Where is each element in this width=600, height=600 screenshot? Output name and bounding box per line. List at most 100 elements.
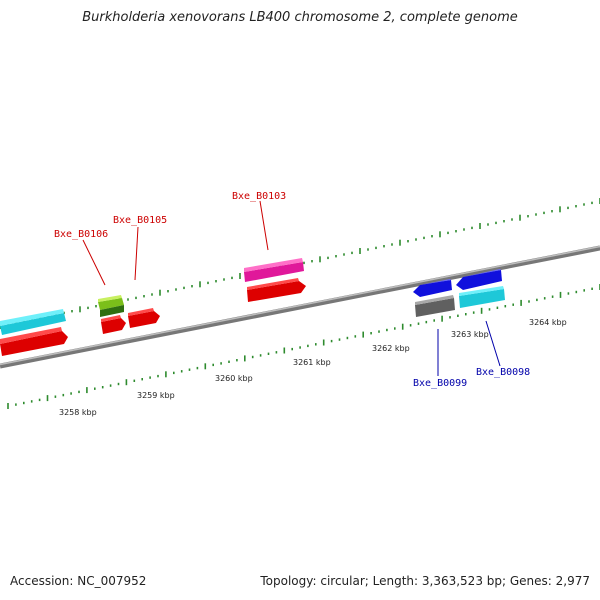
gene-label-b0103[interactable]: Bxe_B0103 bbox=[232, 191, 286, 202]
major-tick bbox=[283, 347, 286, 354]
minor-tick bbox=[351, 251, 353, 255]
minor-tick bbox=[567, 292, 570, 295]
minor-tick bbox=[307, 344, 309, 348]
minor-tick bbox=[127, 298, 129, 301]
minor-tick bbox=[231, 276, 233, 280]
minor-tick bbox=[311, 260, 313, 263]
major-tick bbox=[399, 239, 401, 246]
minor-tick bbox=[511, 218, 513, 221]
tick-label-3259: 3259 kbp bbox=[137, 391, 175, 400]
minor-tick bbox=[30, 400, 33, 403]
minor-tick bbox=[343, 253, 345, 256]
minor-tick bbox=[173, 371, 175, 375]
major-tick bbox=[244, 355, 246, 362]
major-tick bbox=[362, 331, 364, 338]
major-tick bbox=[125, 379, 128, 386]
minor-tick bbox=[391, 243, 393, 246]
minor-tick bbox=[551, 295, 554, 298]
minor-tick bbox=[495, 221, 497, 225]
minor-tick bbox=[409, 324, 412, 327]
minor-tick bbox=[583, 289, 585, 292]
minor-tick bbox=[457, 314, 459, 317]
leader-b0105 bbox=[134, 226, 139, 281]
tick-label-3258: 3258 kbp bbox=[59, 408, 97, 417]
minor-tick bbox=[415, 238, 417, 241]
minor-tick bbox=[567, 206, 569, 210]
tick-label-3262: 3262 kbp bbox=[372, 344, 410, 353]
gene-grey-b0099[interactable] bbox=[415, 295, 455, 317]
major-tick bbox=[479, 223, 481, 229]
minor-tick bbox=[220, 362, 222, 365]
gene-magenta-b0103[interactable] bbox=[244, 258, 304, 282]
major-tick bbox=[86, 387, 88, 394]
gene-red-b0103[interactable] bbox=[247, 278, 306, 302]
inner-tick-track bbox=[7, 284, 600, 409]
major-tick bbox=[401, 323, 404, 330]
minor-tick bbox=[38, 398, 41, 402]
minor-tick bbox=[133, 379, 136, 382]
gene-blue-b0098[interactable] bbox=[456, 269, 502, 290]
minor-tick bbox=[472, 311, 475, 314]
gene-cyan-left[interactable] bbox=[0, 309, 66, 335]
minor-tick bbox=[228, 360, 230, 363]
gene-cyan-b0098[interactable] bbox=[459, 286, 505, 308]
major-tick bbox=[7, 403, 9, 409]
minor-tick bbox=[431, 235, 433, 238]
minor-tick bbox=[117, 382, 120, 386]
gene-label-b0098[interactable]: Bxe_B0098 bbox=[476, 367, 530, 378]
minor-tick bbox=[196, 366, 199, 370]
gene-red-b0105[interactable] bbox=[128, 308, 160, 328]
genome-summary-text: Topology: circular; Length: 3,363,523 bp… bbox=[260, 574, 590, 588]
minor-tick bbox=[15, 403, 17, 406]
minor-tick bbox=[386, 328, 388, 332]
minor-tick bbox=[141, 378, 143, 381]
minor-tick bbox=[504, 305, 507, 308]
gene-blue-b0099[interactable] bbox=[413, 279, 452, 297]
minor-tick bbox=[407, 240, 409, 243]
minor-tick bbox=[335, 255, 337, 258]
minor-tick bbox=[591, 201, 593, 205]
minor-tick bbox=[315, 343, 317, 346]
tick-label-3260: 3260 kbp bbox=[215, 374, 253, 383]
minor-tick bbox=[70, 392, 72, 395]
minor-tick bbox=[496, 306, 499, 309]
major-tick bbox=[239, 273, 241, 279]
map-title: Burkholderia xenovorans LB400 chromosome… bbox=[82, 10, 518, 25]
minor-tick bbox=[463, 228, 465, 231]
minor-tick bbox=[23, 401, 25, 405]
major-tick bbox=[559, 291, 562, 298]
minor-tick bbox=[346, 336, 349, 340]
minor-tick bbox=[487, 223, 489, 226]
minor-tick bbox=[87, 306, 89, 310]
minor-tick bbox=[471, 226, 473, 230]
minor-tick bbox=[383, 245, 385, 248]
minor-tick bbox=[423, 236, 425, 240]
chromosome-backbone-highlight bbox=[0, 245, 600, 366]
gene-red-b0106[interactable] bbox=[101, 315, 126, 334]
minor-tick bbox=[215, 280, 217, 283]
major-tick bbox=[46, 395, 49, 402]
minor-tick bbox=[327, 256, 329, 260]
gene-red-left[interactable] bbox=[0, 327, 68, 356]
accession-text: Accession: NC_007952 bbox=[10, 574, 147, 588]
minor-tick bbox=[63, 311, 65, 315]
minor-tick bbox=[157, 374, 159, 378]
major-tick bbox=[439, 231, 441, 238]
major-tick bbox=[319, 256, 321, 263]
minor-tick bbox=[465, 313, 467, 316]
minor-tick bbox=[191, 285, 193, 288]
minor-tick bbox=[101, 386, 104, 389]
major-tick bbox=[441, 315, 443, 322]
minor-tick bbox=[378, 330, 380, 333]
minor-tick bbox=[575, 290, 578, 294]
minor-tick bbox=[551, 210, 553, 213]
gene-green-b0106[interactable] bbox=[98, 295, 124, 317]
minor-tick bbox=[223, 278, 225, 281]
minor-tick bbox=[488, 308, 491, 311]
tick-label-3264: 3264 kbp bbox=[529, 318, 567, 327]
gene-label-b0105[interactable]: Bxe_B0105 bbox=[113, 215, 167, 226]
gene-label-b0099[interactable]: Bxe_B0099 bbox=[413, 378, 467, 389]
gene-label-b0106[interactable]: Bxe_B0106 bbox=[54, 229, 108, 240]
minor-tick bbox=[135, 296, 137, 300]
minor-tick bbox=[54, 395, 57, 398]
